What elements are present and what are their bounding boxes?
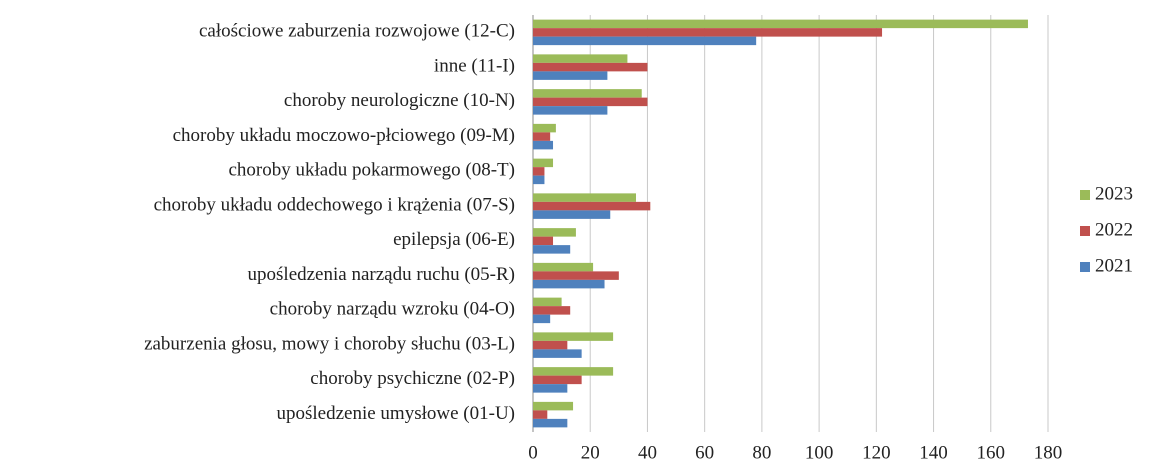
y-tick-label: choroby układu pokarmowego (08-T) — [228, 160, 515, 181]
bar — [533, 97, 648, 107]
bar — [533, 314, 551, 324]
y-tick-label: zaburzenia głosu, mowy i choroby słuchu … — [144, 333, 515, 354]
y-tick-label: upośledzenia narządu ruchu (05-R) — [248, 264, 515, 285]
bar — [533, 71, 608, 80]
bar — [533, 36, 757, 46]
bar — [533, 279, 605, 289]
x-tick-label: 180 — [1034, 442, 1063, 463]
legend-swatch — [1080, 262, 1090, 272]
bar — [533, 410, 548, 419]
x-tick-label: 60 — [695, 442, 714, 463]
x-tick-label: 160 — [977, 442, 1006, 463]
bar — [533, 123, 556, 133]
bar — [533, 349, 582, 358]
bar — [533, 236, 554, 246]
x-tick-label: 80 — [752, 442, 771, 463]
bar — [533, 418, 568, 428]
y-tick-label: epilepsja (06-E) — [393, 229, 515, 250]
bar — [533, 375, 582, 385]
y-tick-label: choroby psychiczne (02-P) — [310, 368, 515, 389]
bar — [533, 332, 614, 341]
x-tick-label: 100 — [805, 442, 834, 463]
bar — [533, 271, 619, 280]
y-tick-label: choroby układu moczowo-płciowego (09-M) — [173, 125, 515, 146]
y-tick-label: choroby neurologiczne (10-N) — [284, 90, 515, 111]
bar — [533, 175, 545, 185]
x-tick-label: 140 — [919, 442, 948, 463]
bar — [533, 401, 574, 411]
legend-label: 2022 — [1095, 219, 1133, 240]
bar — [533, 158, 554, 168]
legend-label: 2023 — [1095, 183, 1133, 204]
y-tick-label: upośledzenie umysłowe (01-U) — [277, 403, 516, 424]
bar — [533, 106, 608, 115]
bar — [533, 297, 562, 307]
legend-label: 2021 — [1095, 255, 1133, 276]
y-tick-label: całościowe zaburzenia rozwojowe (12-C) — [199, 21, 515, 42]
bar — [533, 201, 651, 211]
bar — [533, 228, 576, 237]
bar — [533, 262, 594, 272]
x-tick-label: 0 — [528, 442, 538, 463]
y-tick-label: choroby układu oddechowego i krążenia (0… — [154, 194, 515, 215]
bar — [533, 245, 571, 254]
bar — [533, 167, 545, 176]
bar — [533, 19, 1028, 29]
bar — [533, 140, 554, 150]
bar — [533, 210, 611, 219]
bar — [533, 384, 568, 393]
bar — [533, 367, 614, 376]
x-tick-label: 20 — [581, 442, 600, 463]
x-tick-label: 120 — [862, 442, 891, 463]
bar — [533, 340, 568, 350]
bar — [533, 62, 648, 72]
y-tick-label: choroby narządu wzroku (04-O) — [270, 299, 515, 320]
x-tick-label: 40 — [638, 442, 657, 463]
legend-swatch — [1080, 226, 1090, 236]
bar — [533, 306, 571, 315]
bar — [533, 89, 642, 98]
y-tick-label: inne (11-I) — [434, 55, 515, 76]
legend-swatch — [1080, 190, 1090, 200]
bar — [533, 28, 883, 37]
bar — [533, 132, 551, 141]
bar — [533, 193, 636, 202]
bar — [533, 54, 628, 63]
